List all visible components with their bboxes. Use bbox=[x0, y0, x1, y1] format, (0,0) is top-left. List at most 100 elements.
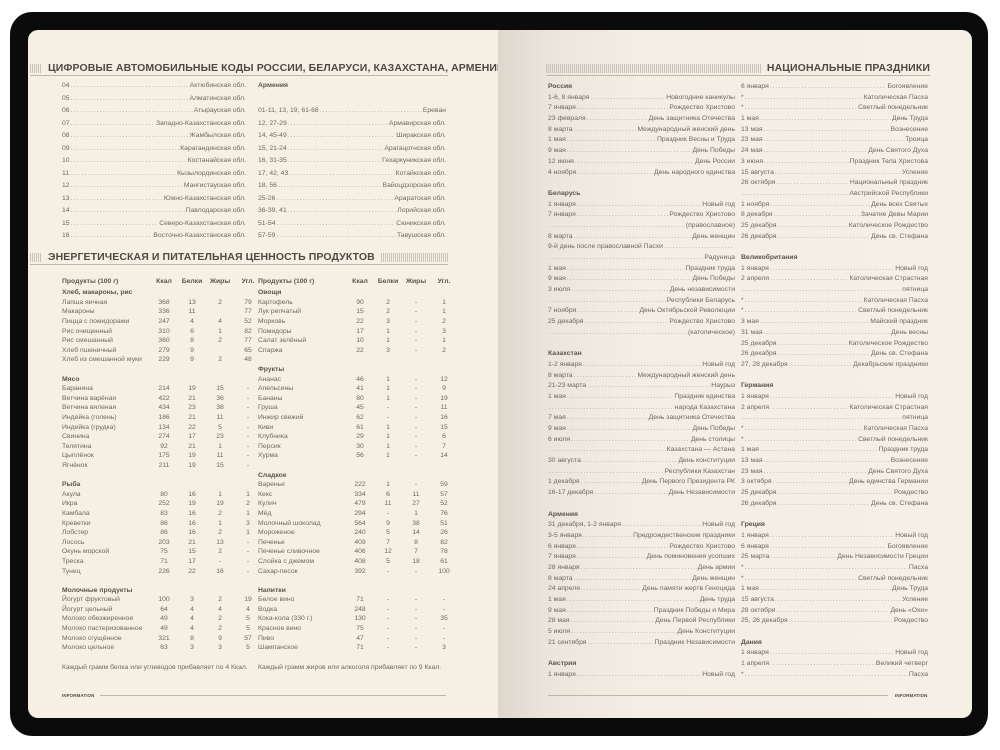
list-item: 26 октября Национальный праздник bbox=[741, 179, 928, 190]
list-item: * Католическая Пасха bbox=[741, 297, 928, 308]
item-key: 11 bbox=[62, 169, 70, 177]
item-key: 3 июля bbox=[548, 286, 571, 294]
item-value: Новый год bbox=[702, 670, 735, 678]
list-item: 14 Павлодарская обл. bbox=[62, 207, 246, 220]
item-value: День Святого Духа bbox=[868, 467, 928, 475]
table-cell: 16 bbox=[188, 509, 196, 517]
item-key: 1 мая bbox=[548, 136, 566, 144]
item-key: 12 bbox=[62, 182, 70, 189]
list-item: * Католическая Пасха bbox=[741, 94, 928, 105]
item-key: 3-5 января bbox=[548, 531, 582, 539]
table-cell: 52 bbox=[440, 500, 448, 508]
item-key: 08 bbox=[62, 132, 70, 139]
table-cell: - bbox=[442, 596, 446, 604]
list-item: 8 марта День женщин bbox=[548, 233, 735, 244]
nutrition-table-right: Продукты (100 г) Ккал Белки Жиры Угл. Овощи Ка… bbox=[258, 274, 458, 653]
item-value: Южно-Казахстанская обл. bbox=[163, 194, 246, 202]
group-heading: Мясо bbox=[62, 375, 80, 383]
item-value: День армии bbox=[697, 563, 735, 571]
dot-leader bbox=[776, 607, 889, 614]
dot-leader bbox=[571, 628, 676, 635]
table-cell: - bbox=[414, 375, 418, 383]
group-heading: Фрукты bbox=[258, 366, 285, 374]
table-cell: 392 bbox=[354, 567, 366, 575]
item-value: Католическое Рождество bbox=[848, 339, 928, 347]
item-value: (католическое) bbox=[687, 328, 735, 336]
dot-leader bbox=[745, 436, 857, 443]
dot-leader bbox=[770, 532, 894, 539]
dot-leader bbox=[577, 543, 669, 550]
table-cell: - bbox=[386, 404, 390, 412]
item-value: День Независимости Греции bbox=[837, 553, 928, 561]
table-row: Спаржа 22 3 - 2 bbox=[258, 346, 458, 356]
table-cell: 16 bbox=[188, 519, 196, 527]
dot-leader bbox=[742, 286, 901, 293]
table-cell: 80 bbox=[356, 394, 364, 402]
list-item: 13 мая Вознесение bbox=[741, 126, 928, 137]
item-value: Тавушская обл. bbox=[396, 232, 446, 239]
table-cell: 12 bbox=[440, 375, 448, 383]
holidays-column-left: Россия 1-6, 8 января Новогодние каникулы 7 … bbox=[548, 83, 735, 682]
table-cell: - bbox=[246, 404, 250, 412]
table-cell: - bbox=[246, 461, 250, 469]
table-cell: Киви bbox=[258, 423, 274, 431]
item-key: 17, 42, 43 bbox=[258, 169, 289, 177]
table-cell: Телятина bbox=[62, 442, 92, 450]
item-value: День Победы bbox=[692, 425, 735, 432]
item-value: Новогодние каникулы bbox=[666, 93, 735, 101]
list-item: 1 мая День Труда bbox=[741, 115, 928, 126]
dot-leader bbox=[770, 649, 894, 656]
country-heading: Греция bbox=[741, 521, 765, 529]
holidays-section-title: НАЦИОНАЛЬНЫЕ ПРАЗДНИКИ bbox=[546, 62, 930, 74]
dot-leader bbox=[770, 201, 870, 208]
list-item: 28 января День армии bbox=[548, 564, 735, 575]
item-key: 27, 28 декабря bbox=[741, 360, 788, 368]
table-cell: 3 bbox=[386, 346, 390, 354]
table-cell: Свинина bbox=[62, 433, 90, 441]
table-cell: 22 bbox=[188, 423, 196, 431]
dot-leader bbox=[574, 126, 637, 133]
item-value: Праздник Весны и Труда bbox=[656, 136, 735, 144]
table-cell: 30 bbox=[356, 442, 364, 450]
table-cell: 1 bbox=[386, 385, 390, 393]
list-item: (католическое) bbox=[548, 329, 735, 340]
dot-leader bbox=[770, 553, 836, 560]
dot-leader bbox=[581, 564, 697, 571]
dot-leader bbox=[577, 553, 646, 560]
footer-label: INFORMATION bbox=[62, 693, 95, 698]
dot-leader bbox=[577, 104, 669, 111]
item-key: 6 января bbox=[548, 542, 576, 550]
item-key: 1 мая bbox=[548, 596, 566, 603]
list-item: 1 декабря День Первого Президента РК bbox=[548, 478, 735, 489]
table-cell: 2 bbox=[218, 615, 222, 623]
list-item: 15, 21-24 Арагацотнская обл. bbox=[258, 145, 446, 158]
spacer bbox=[548, 179, 735, 190]
list-item: 04 Актюбинская обл. bbox=[62, 82, 246, 95]
table-row: Ягнёнок 211 19 15 - bbox=[62, 461, 262, 471]
dot-leader bbox=[742, 414, 901, 421]
item-value: Светлый понедельник bbox=[858, 435, 928, 443]
dot-leader bbox=[760, 446, 878, 453]
dot-leader bbox=[764, 147, 868, 154]
table-cell: 175 bbox=[158, 452, 170, 460]
list-item: * Светлый понедельник bbox=[741, 436, 928, 447]
dot-leader bbox=[777, 233, 870, 240]
dot-leader bbox=[577, 201, 701, 208]
list-item: Австрийской Республики bbox=[741, 190, 928, 201]
table-cell: - bbox=[246, 548, 250, 556]
spacer bbox=[741, 511, 928, 522]
table-cell: 22 bbox=[356, 346, 364, 354]
item-value: День «Охи» bbox=[890, 606, 928, 614]
list-item: 30 августа День конституции bbox=[548, 457, 735, 468]
table-cell: Молоко пастеризованное bbox=[62, 625, 143, 633]
table-cell: 29 bbox=[356, 433, 364, 441]
table-cell: 77 bbox=[244, 308, 252, 316]
table-cell: - bbox=[386, 509, 390, 517]
table-cell: 100 bbox=[438, 567, 450, 575]
table-cell: 1 bbox=[386, 452, 390, 460]
table-cell: 90 bbox=[356, 298, 364, 306]
table-cell: 130 bbox=[354, 615, 366, 623]
dot-leader bbox=[745, 94, 863, 101]
table-cell: Ананас bbox=[258, 375, 281, 383]
table-cell: 321 bbox=[158, 634, 170, 642]
